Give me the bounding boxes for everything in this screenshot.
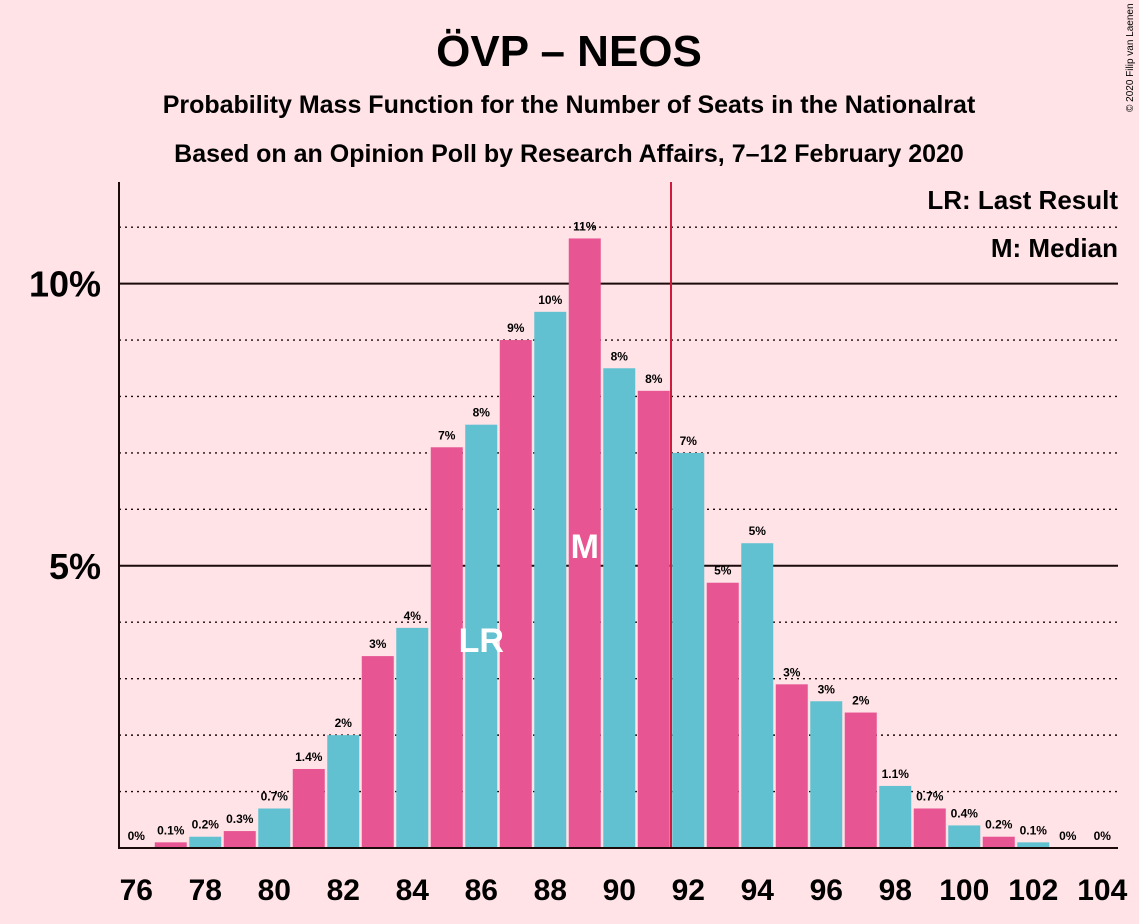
bar-label-seat-86: 8% [473, 406, 491, 420]
chart-subtitle-2: Based on an Opinion Poll by Research Aff… [174, 140, 964, 168]
bar-seat-81 [292, 768, 325, 848]
bar-seat-80 [258, 808, 291, 848]
copyright-note: © 2020 Filip van Laenen [1125, 3, 1136, 112]
bar-seat-85 [430, 447, 463, 848]
bar-label-seat-95: 3% [783, 665, 801, 679]
bar-label-seat-77: 0.1% [157, 823, 185, 837]
chart-title: ÖVP – NEOS [436, 27, 702, 76]
x-tick-label: 82 [327, 874, 360, 907]
bar-seat-77 [154, 842, 187, 848]
bar-label-seat-104: 0% [1094, 829, 1112, 843]
axes: 5% 10% 76 78 80 82 84 86 88 90 92 94 96 98 100 102 104 [29, 182, 1128, 907]
x-tick-label: 94 [741, 874, 775, 907]
legend-median: M: Median [991, 233, 1118, 263]
bar-label-seat-90: 8% [611, 349, 629, 363]
bar-label-seat-93: 5% [714, 564, 732, 578]
bar-label-seat-92: 7% [680, 434, 698, 448]
legend-last-result: LR: Last Result [927, 185, 1118, 215]
last-result-marker: LR [459, 622, 504, 660]
x-tick-label: 100 [939, 874, 989, 907]
bar-label-seat-88: 10% [538, 293, 562, 307]
bar-seat-86 [465, 424, 498, 848]
bar-seat-88 [534, 311, 567, 848]
x-tick-label: 88 [534, 874, 567, 907]
bar-seat-89 [568, 238, 601, 848]
bar-seat-90 [603, 368, 636, 848]
bar-seat-96 [810, 701, 843, 848]
bar-label-seat-99: 0.7% [916, 789, 944, 803]
bar-label-seat-76: 0% [128, 829, 146, 843]
bar-label-seat-96: 3% [818, 682, 836, 696]
bar-label-seat-98: 1.1% [882, 767, 910, 781]
x-tick-label: 92 [672, 874, 705, 907]
bar-seat-91 [637, 390, 670, 848]
bar-seat-79 [223, 831, 256, 848]
bar-seat-95 [775, 684, 808, 848]
bar-seat-83 [361, 656, 394, 848]
bar-seat-84 [396, 627, 429, 848]
bar-label-seat-103: 0% [1059, 829, 1077, 843]
y-tick-label: 5% [49, 546, 101, 587]
x-tick-label: 78 [189, 874, 222, 907]
bar-label-seat-79: 0.3% [226, 812, 254, 826]
bar-seat-82 [327, 735, 360, 848]
bars [154, 238, 1050, 848]
bar-seat-98 [879, 785, 912, 848]
bar-label-seat-87: 9% [507, 321, 525, 335]
bar-seat-94 [741, 543, 774, 848]
bar-seat-99 [913, 808, 946, 848]
bar-label-seat-97: 2% [852, 694, 870, 708]
bar-label-seat-85: 7% [438, 428, 456, 442]
x-tick-label: 84 [396, 874, 430, 907]
x-tick-label: 80 [258, 874, 291, 907]
bar-label-seat-80: 0.7% [261, 789, 289, 803]
bar-seat-102 [1017, 842, 1050, 848]
bar-seat-100 [948, 825, 981, 848]
bar-seat-93 [706, 582, 739, 848]
markers: LR M [459, 182, 672, 848]
bar-label-seat-81: 1.4% [295, 750, 323, 764]
median-marker: M [571, 528, 599, 566]
chart-subtitle: Probability Mass Function for the Number… [163, 91, 976, 119]
bar-label-seat-89: 11% [573, 219, 597, 233]
bar-seat-101 [982, 836, 1015, 848]
x-tick-label: 90 [603, 874, 636, 907]
bar-label-seat-84: 4% [404, 609, 422, 623]
x-tick-label: 102 [1008, 874, 1058, 907]
bar-seat-87 [499, 340, 532, 848]
bar-seat-78 [189, 836, 222, 848]
y-tick-label: 10% [29, 264, 101, 305]
bar-seat-97 [844, 712, 877, 848]
bar-labels: 0% 0.1% 0.2% 0.3% 0.7% 1.4% 2% 3% 4% 7% 8% 9% 10% 11%… [128, 219, 1112, 843]
x-tick-label: 86 [465, 874, 498, 907]
bar-seat-92 [672, 452, 705, 848]
bar-label-seat-94: 5% [749, 524, 767, 538]
bar-label-seat-100: 0.4% [951, 806, 979, 820]
bar-label-seat-91: 8% [645, 372, 663, 386]
bar-label-seat-82: 2% [335, 716, 353, 730]
x-tick-label: 98 [879, 874, 912, 907]
bar-label-seat-102: 0.1% [1020, 823, 1048, 837]
x-tick-label: 96 [810, 874, 843, 907]
bar-label-seat-101: 0.2% [985, 818, 1013, 832]
bar-label-seat-78: 0.2% [192, 818, 220, 832]
x-tick-label: 76 [120, 874, 153, 907]
bar-label-seat-83: 3% [369, 637, 387, 651]
x-tick-label: 104 [1077, 874, 1127, 907]
